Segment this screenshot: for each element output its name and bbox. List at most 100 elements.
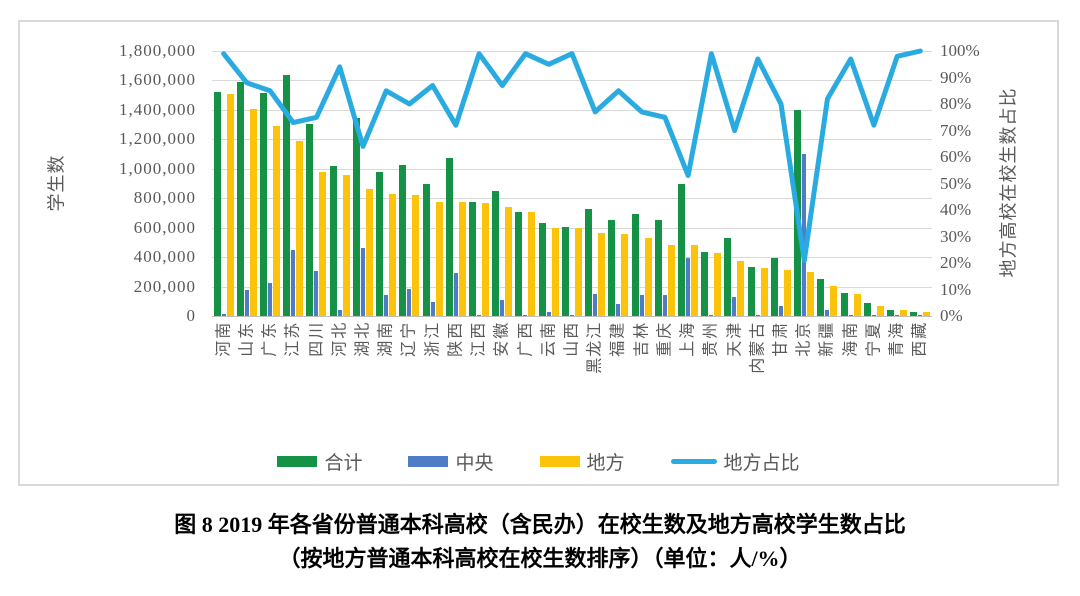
x-label-char: 建	[609, 322, 627, 339]
x-label-char: 东	[238, 322, 256, 339]
axis-title-char: 数	[998, 126, 1019, 145]
x-axis-label: 山西	[562, 322, 582, 422]
x-axis-label: 安徽	[492, 322, 512, 422]
axis-title-char: 校	[998, 202, 1019, 221]
bar-中央	[384, 294, 389, 316]
x-label-char: 徽	[493, 322, 511, 339]
bar-地方	[412, 194, 420, 316]
left-axis-tick: 1,600,000	[119, 70, 196, 90]
right-axis-title: 地方高校在校生数占比	[998, 86, 1020, 280]
bar-group	[584, 51, 607, 316]
bar-中央	[755, 315, 760, 316]
bar-地方	[296, 140, 304, 316]
x-label-char: 东	[261, 322, 279, 339]
bar-中央	[477, 315, 482, 316]
bar-中央	[685, 257, 690, 316]
bar-地方	[737, 261, 745, 316]
left-axis-title: 学生数	[46, 146, 68, 220]
bar-中央	[593, 293, 598, 316]
x-label-char: 京	[795, 322, 813, 339]
left-axis-tick: 1,000,000	[119, 158, 196, 178]
bar-中央	[546, 311, 551, 316]
x-label-char: 州	[702, 322, 720, 339]
bar-地方	[249, 109, 257, 316]
bar-group	[467, 51, 490, 316]
x-label-char: 西	[516, 322, 534, 339]
x-label-char: 海	[841, 340, 859, 357]
x-label-char: 肃	[772, 322, 790, 339]
bar-合计	[352, 118, 360, 316]
bar-合计	[283, 74, 291, 316]
legend-bar-swatch	[408, 456, 449, 467]
x-label-char: 西	[911, 340, 929, 357]
x-axis-label: 重庆	[655, 322, 675, 422]
x-axis-label: 天津	[725, 322, 745, 422]
gridline	[212, 139, 932, 141]
x-axis-label: 甘肃	[771, 322, 791, 422]
x-label-char: 西	[470, 322, 488, 339]
bar-中央	[639, 294, 644, 316]
bar-group	[909, 51, 932, 316]
bar-地方	[342, 174, 350, 316]
x-label-char: 广	[516, 340, 534, 357]
chart-container: 学生数 地方高校在校生数占比 1,800,000 1,600,000 1,400,0…	[18, 20, 1059, 486]
bar-中央	[244, 289, 249, 316]
x-label-char: 宁	[865, 340, 883, 357]
axis-title-char: 学	[46, 193, 67, 211]
bar-合计	[840, 293, 848, 316]
bar-合计	[701, 252, 709, 316]
x-label-char: 江	[470, 340, 488, 357]
x-axis-label: 黑龙江	[585, 322, 605, 422]
left-axis-tick: 0	[186, 306, 196, 325]
bar-地方	[435, 201, 443, 316]
bar-地方	[830, 285, 838, 316]
x-axis-label: 陕西	[446, 322, 466, 422]
bar-地方	[574, 228, 582, 316]
right-axis-tick: 0%	[940, 306, 963, 325]
bar-中央	[221, 313, 226, 316]
bar-group	[816, 51, 839, 316]
x-label-char: 黑	[586, 357, 604, 374]
bar-地方	[644, 238, 652, 316]
x-label-char: 吉	[632, 340, 650, 357]
legend-label: 合计	[324, 453, 363, 474]
x-label-char: 古	[749, 322, 767, 339]
right-axis-tick: 30%	[940, 226, 972, 246]
right-axis-tick: 60%	[940, 147, 972, 166]
x-label-char: 贵	[702, 340, 720, 357]
x-label-char: 川	[307, 322, 325, 339]
bar-合计	[306, 123, 314, 316]
x-label-char: 辽	[400, 340, 418, 357]
bar-合计	[770, 257, 778, 316]
x-axis-label: 广东	[260, 322, 280, 422]
left-axis-tick: 800,000	[133, 188, 196, 208]
x-label-char: 宁	[400, 322, 418, 339]
x-label-char: 蒙	[749, 340, 767, 357]
x-axis-label: 江西	[469, 322, 489, 422]
bar-group	[723, 51, 746, 316]
x-axis-label: 内蒙古	[748, 322, 768, 422]
bar-group	[746, 51, 769, 316]
x-label-char: 南	[377, 322, 395, 339]
bar-地方	[621, 234, 629, 316]
bar-地方	[273, 126, 281, 316]
bar-合计	[747, 266, 755, 316]
bar-合计	[677, 183, 685, 316]
axis-title-char: 校	[998, 164, 1019, 183]
x-axis-label: 辽宁	[399, 322, 419, 422]
bar-group	[653, 51, 676, 316]
x-label-char: 天	[725, 340, 743, 357]
bar-地方	[505, 207, 513, 316]
x-label-char: 福	[609, 340, 627, 357]
x-label-char: 夏	[865, 322, 883, 339]
right-axis-tick: 40%	[940, 200, 972, 219]
bar-中央	[453, 273, 458, 316]
x-label-char: 安	[493, 340, 511, 357]
x-label-char: 湖	[354, 340, 372, 357]
x-label-char: 龙	[586, 340, 604, 357]
bar-合计	[910, 311, 918, 316]
right-axis-tick: 10%	[940, 279, 972, 299]
x-label-char: 疆	[818, 322, 836, 339]
legend-label: 地方	[586, 453, 625, 474]
